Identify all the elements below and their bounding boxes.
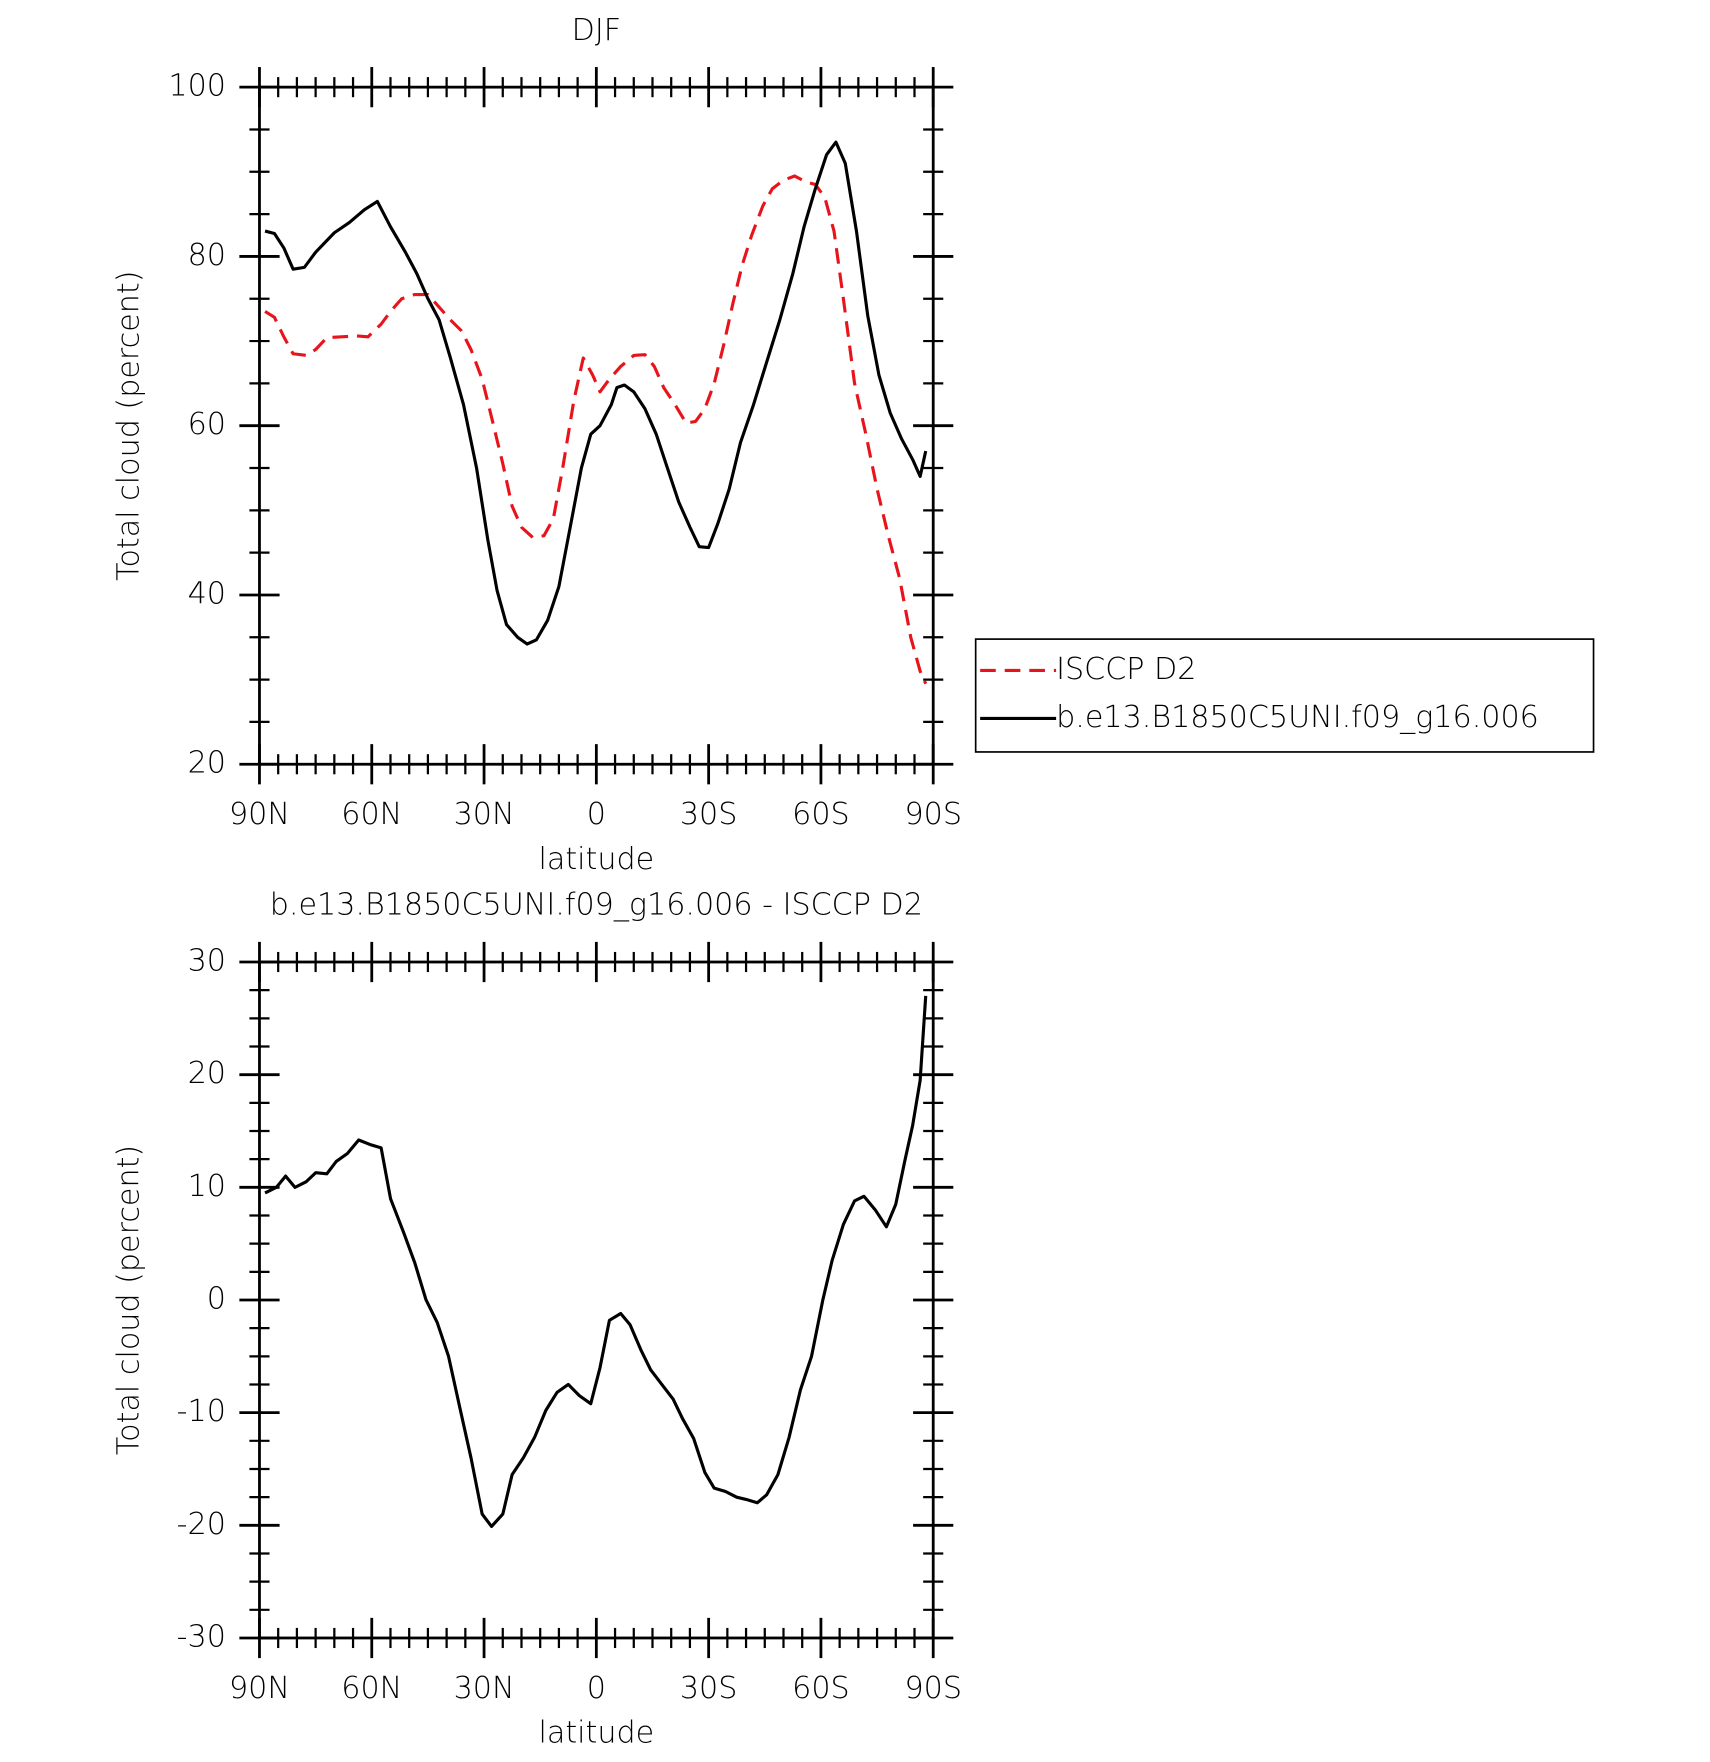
x-tick-label: 90N — [229, 797, 290, 832]
y-tick-label: 80 — [188, 238, 226, 273]
legend-box — [974, 638, 1595, 753]
y-tick-label: 10 — [188, 1169, 226, 1204]
y-tick-label: -30 — [177, 1619, 226, 1654]
y-tick-label: 20 — [188, 746, 226, 781]
data-line — [264, 174, 928, 685]
x-tick-label: 30S — [680, 797, 738, 832]
x-tick-label: 60S — [792, 1671, 850, 1706]
x-axis-label: latitude — [538, 842, 654, 877]
y-axis-label: Total cloud (percent) — [111, 271, 146, 581]
y-tick-label: 0 — [207, 1281, 226, 1316]
plot-frame — [258, 960, 935, 1640]
x-tick-label: 0 — [587, 797, 606, 832]
x-tick-label: 90S — [904, 797, 962, 832]
legend-label: b.e13.B1850C5UNI.f09_g16.006 — [1056, 700, 1539, 735]
y-tick-label: 60 — [188, 407, 226, 442]
y-tick-label: -20 — [177, 1507, 226, 1542]
chart-title: DJF — [572, 13, 621, 48]
y-tick-label: 20 — [188, 1056, 226, 1091]
y-tick-label: 100 — [168, 69, 226, 104]
y-tick-label: -10 — [177, 1394, 226, 1429]
x-tick-label: 30N — [454, 1671, 515, 1706]
x-tick-label: 60N — [341, 1671, 402, 1706]
chart-title: b.e13.B1850C5UNI.f09_g16.006 - ISCCP D2 — [270, 888, 923, 923]
data-line — [264, 140, 928, 646]
data-line — [264, 995, 928, 1529]
x-tick-label: 0 — [587, 1671, 606, 1706]
x-tick-label: 90S — [904, 1671, 962, 1706]
x-tick-label: 30N — [454, 797, 515, 832]
y-tick-label: 40 — [188, 576, 226, 611]
x-tick-label: 60N — [341, 797, 402, 832]
y-axis-label: Total cloud (percent) — [111, 1145, 146, 1455]
x-tick-label: 60S — [792, 797, 850, 832]
y-tick-label: 30 — [188, 944, 226, 979]
x-tick-label: 90N — [229, 1671, 290, 1706]
plot-frame — [258, 85, 935, 766]
x-tick-label: 30S — [680, 1671, 738, 1706]
legend-label: ISCCP D2 — [1056, 652, 1196, 687]
x-axis-label: latitude — [538, 1716, 654, 1751]
